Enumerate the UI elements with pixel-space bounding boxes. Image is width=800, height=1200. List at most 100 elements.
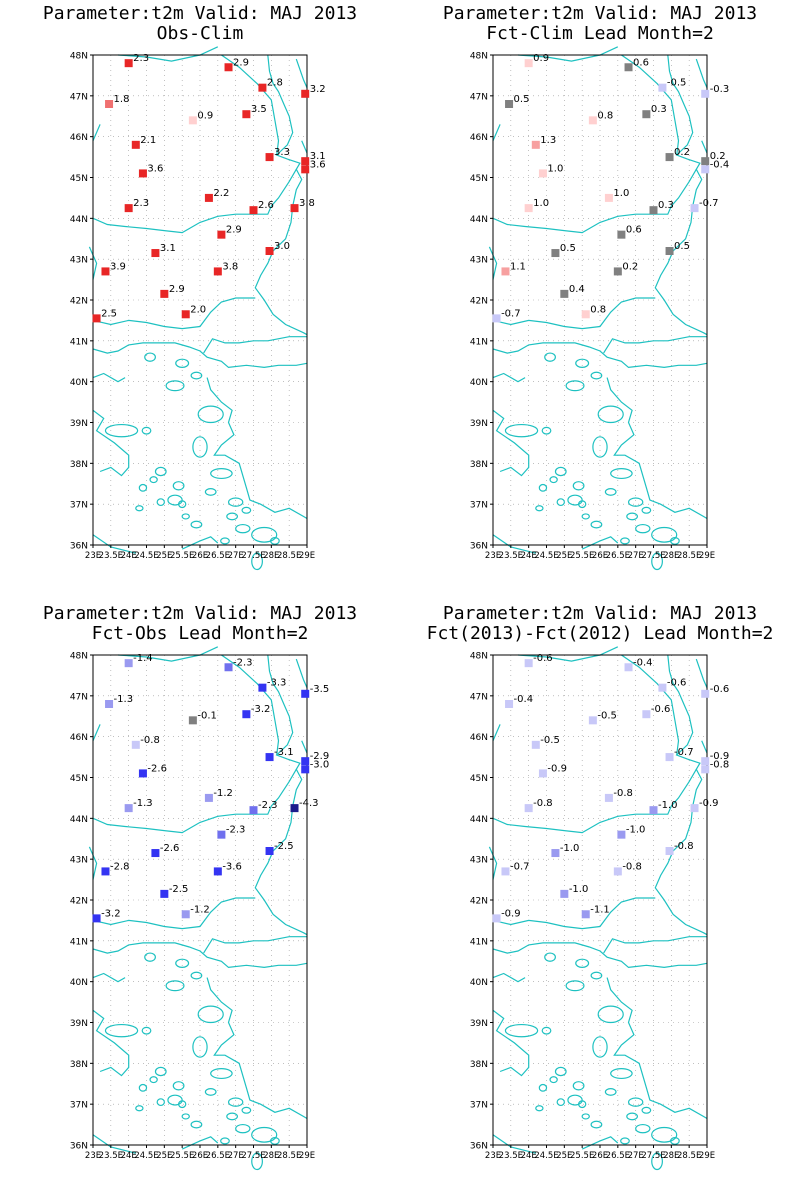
station-value-label: -0.5 [667,78,687,89]
map-panel-fct-clim: Parameter:t2m Valid: MAJ 2013 Fct-Clim L… [400,0,800,600]
station-value-label: 3.6 [147,163,163,174]
station-value-label: -0.7 [501,308,521,319]
island [165,980,185,992]
coastline [492,372,526,383]
island [627,497,644,507]
lon-tick-label: 27.5E [641,551,665,561]
lon-tick-label: 23.5E [99,551,123,561]
island [172,481,185,491]
station-value-label: 3.1 [160,243,176,254]
station-marker [249,806,258,815]
station-marker [492,914,501,923]
coastline [517,46,619,62]
coastline [117,46,219,62]
lat-tick-label: 48N [70,52,88,62]
axis-labels: 36N 37N 38N 39N 40N 41N 42N 43N 44N 45N 46N 47N 48N 2… [70,652,315,1162]
island [544,352,556,362]
coastline [92,972,126,983]
island [197,405,224,424]
lon-tick-label: 23E [85,1151,101,1161]
island [651,1152,663,1171]
island [651,1126,678,1143]
station-marker [217,830,226,839]
station-value-label: -2.3 [233,657,253,668]
island [581,1113,590,1120]
station-value-label: -0.9 [501,908,521,919]
station-value-label: 0.9 [197,110,213,121]
station-marker [151,249,160,258]
station-marker [505,700,514,708]
island [581,513,590,520]
station-marker [501,867,510,876]
station-marker [658,83,667,92]
island [104,423,139,438]
lon-tick-label: 25.5E [570,1151,594,1161]
station-value-label: -0.8 [710,759,730,770]
island [144,352,156,362]
coastline [92,1009,130,1077]
station-value-label: -1.2 [190,904,210,915]
station-marker [204,193,213,202]
lon-tick-label: 25E [556,1151,572,1161]
lon-tick-label: 27.5E [241,1151,265,1161]
station-marker [701,689,710,698]
lon-tick-label: 24.5E [134,1151,158,1161]
station-marker [258,683,267,692]
lat-tick-label: 39N [70,419,88,429]
station-marker [581,910,590,919]
axis-labels: 36N 37N 38N 39N 40N 41N 42N 43N 44N 45N 46N 47N 48N 2… [470,52,715,562]
station-value-label: 2.1 [140,135,156,146]
station-marker [160,889,169,898]
station-value-label: 0.2 [622,261,638,272]
coastline [695,58,708,88]
lat-tick-label: 41N [470,937,488,947]
island [172,1081,185,1091]
station-marker [188,716,197,725]
coastline [488,846,498,880]
lon-tick-label: 23.5E [499,551,523,561]
island [204,1088,217,1096]
island [604,1088,617,1096]
island [141,1026,152,1035]
coastline [88,246,98,280]
lon-tick-label: 23E [85,551,101,561]
station-marker [131,140,140,149]
station-value-label: -2.3 [258,800,278,811]
lon-tick-label: 26E [192,551,208,561]
island [156,498,165,507]
station-value-label: 2.9 [169,284,185,295]
lon-tick-label: 23.5E [99,1151,123,1161]
island [165,380,185,392]
axis-labels: 36N 37N 38N 39N 40N 41N 42N 43N 44N 45N 46N 47N 48N 2… [70,52,315,562]
panel-title: Parameter:t2m Valid: MAJ 2013 [42,3,358,24]
island [190,971,203,980]
island [104,1023,139,1038]
station-map: 36N 37N 38N 39N 40N 41N 42N 43N 44N 45N 46N 47N 48N 2… [70,46,326,571]
station-value-label: -2.3 [226,825,246,836]
station-value-label: 3.1 [310,151,326,162]
lon-tick-label: 24.5E [534,551,558,561]
station-value-label: 3.5 [251,104,267,115]
station-marker [101,267,110,276]
station-value-label: 0.3 [658,200,674,211]
island [227,1097,244,1107]
station-value-label: -2.5 [274,841,294,852]
station-marker [658,683,667,692]
lat-tick-label: 37N [70,1101,88,1111]
island [541,1026,552,1035]
station-marker [524,659,533,668]
station-value-label: 0.8 [597,110,613,121]
coastline [295,658,308,688]
island [192,436,208,458]
station-marker [560,289,569,298]
lon-tick-label: 27E [628,551,644,561]
island [590,371,603,380]
lat-tick-label: 39N [470,419,488,429]
panel-subtitle: Fct(2013)-Fct(2012) Lead Month=2 [426,623,774,644]
station-value-label: 0.2 [710,151,726,162]
station-value-label: -0.9 [547,763,567,774]
lat-tick-label: 48N [470,52,488,62]
station-marker [531,740,540,749]
station-marker [524,204,533,213]
coastline [221,654,280,756]
